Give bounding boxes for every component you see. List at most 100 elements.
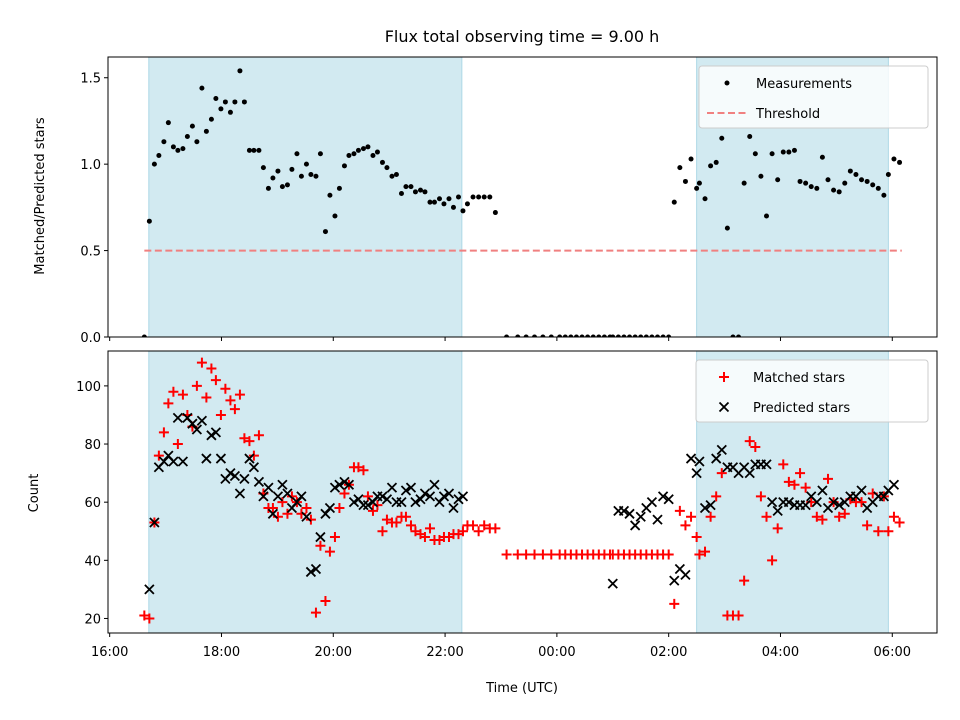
predicted-stars-point	[888, 479, 900, 490]
top-y-tick-label: 1.5	[80, 72, 101, 87]
matched-stars-point	[862, 520, 873, 531]
matched-stars-point	[339, 488, 350, 499]
predicted-stars-point	[239, 473, 250, 485]
matched-stars-point	[691, 532, 702, 543]
legend-predicted-marker	[718, 401, 730, 413]
predicted-stars-point	[191, 424, 203, 435]
predicted-stars-point	[215, 453, 227, 464]
matched-stars-point	[405, 520, 416, 531]
predicted-stars-point	[296, 491, 307, 502]
predicted-stars-point	[277, 479, 288, 490]
measurement-point	[327, 192, 333, 198]
measurement-point	[431, 199, 437, 205]
predicted-stars-point	[415, 494, 426, 505]
measurement-point	[218, 106, 224, 112]
measurement-point	[736, 334, 742, 337]
measurement-point	[251, 147, 257, 153]
measurement-point	[303, 161, 309, 167]
matched-stars-point	[834, 511, 845, 522]
measurement-point	[336, 185, 342, 191]
predicted-stars-point	[267, 508, 279, 519]
measurement-point	[374, 149, 380, 155]
measurement-point	[446, 196, 452, 202]
bottom-y-tick-label: 100	[76, 380, 101, 395]
predicted-stars-point	[828, 497, 839, 508]
measurement-point	[632, 334, 638, 337]
measurement-point	[504, 334, 510, 337]
matched-stars-point	[168, 386, 179, 397]
matched-stars-point	[800, 482, 811, 493]
matched-stars-point	[739, 575, 750, 586]
predicted-stars-point	[225, 467, 236, 479]
matched-stars-point	[220, 383, 231, 394]
matched-stars-point	[315, 540, 326, 551]
measurement-point	[786, 149, 792, 155]
measurement-point	[165, 120, 171, 126]
matched-stars-point	[353, 462, 364, 473]
predicted-stars-point	[263, 482, 274, 493]
x-tick-label: 02:00	[650, 645, 687, 660]
matched-stars-point	[894, 517, 905, 528]
predicted-stars-point	[248, 462, 260, 473]
predicted-stars-point	[339, 476, 350, 487]
measurement-point	[322, 229, 328, 235]
matched-stars-point	[282, 508, 293, 519]
measurement-point	[791, 147, 797, 153]
predicted-stars-point	[149, 517, 160, 528]
matched-stars-point	[750, 441, 761, 452]
measurement-point	[141, 334, 147, 337]
matched-stars-point	[883, 526, 894, 537]
matched-stars-point	[301, 502, 312, 513]
matched-stars-point	[267, 502, 278, 513]
predicted-stars-point	[419, 488, 431, 499]
predicted-stars-point	[258, 491, 269, 502]
measurement-point	[724, 225, 730, 231]
matched-stars-point	[201, 392, 212, 403]
matched-stars-point	[822, 473, 833, 484]
measurement-point	[227, 109, 233, 115]
measurement-point	[270, 175, 276, 181]
measurement-point	[170, 144, 176, 150]
measurement-point	[460, 208, 466, 214]
measurement-point	[194, 139, 200, 145]
predicted-stars-point	[177, 456, 189, 467]
measurement-point	[875, 185, 881, 191]
measurement-point	[615, 334, 621, 337]
measurement-point	[355, 147, 361, 153]
measurement-point	[455, 194, 461, 200]
measurement-point	[146, 218, 152, 224]
predicted-stars-point	[210, 427, 222, 438]
measurement-point	[870, 182, 876, 188]
predicted-stars-point	[377, 491, 388, 502]
top-panel: 0.0 0.5 1.0 1.5 Measurements Threshold	[80, 56, 938, 346]
matched-stars-point	[521, 549, 532, 560]
predicted-stars-point	[817, 485, 828, 496]
predicted-stars-point	[234, 488, 246, 499]
predicted-stars-point	[396, 497, 407, 508]
measurement-point	[859, 177, 865, 183]
predicted-stars-point	[358, 499, 369, 511]
matched-stars-point	[473, 526, 484, 537]
matched-stars-point	[669, 598, 680, 609]
matched-stars-point	[700, 546, 711, 557]
bottom-y-tick-label: 20	[84, 612, 101, 627]
measurement-point	[638, 334, 644, 337]
x-tick-label: 20:00	[315, 645, 352, 660]
measurement-point	[184, 134, 190, 140]
predicted-stars-point	[305, 566, 317, 578]
measurement-point	[627, 334, 633, 337]
matched-stars-point	[674, 505, 685, 516]
predicted-stars-point	[680, 569, 691, 580]
measurement-point	[562, 334, 568, 337]
predicted-stars-point	[434, 497, 445, 508]
measurement-point	[213, 95, 219, 101]
predicted-stars-point	[229, 470, 241, 482]
measurement-point	[492, 210, 498, 216]
matched-stars-point	[744, 436, 755, 447]
bottom-y-tick-label: 60	[84, 496, 101, 511]
measurement-point	[441, 201, 447, 207]
measurement-point	[649, 334, 655, 337]
matched-stars-point	[400, 511, 411, 522]
predicted-stars-point	[291, 497, 303, 508]
measurement-point	[523, 334, 529, 337]
